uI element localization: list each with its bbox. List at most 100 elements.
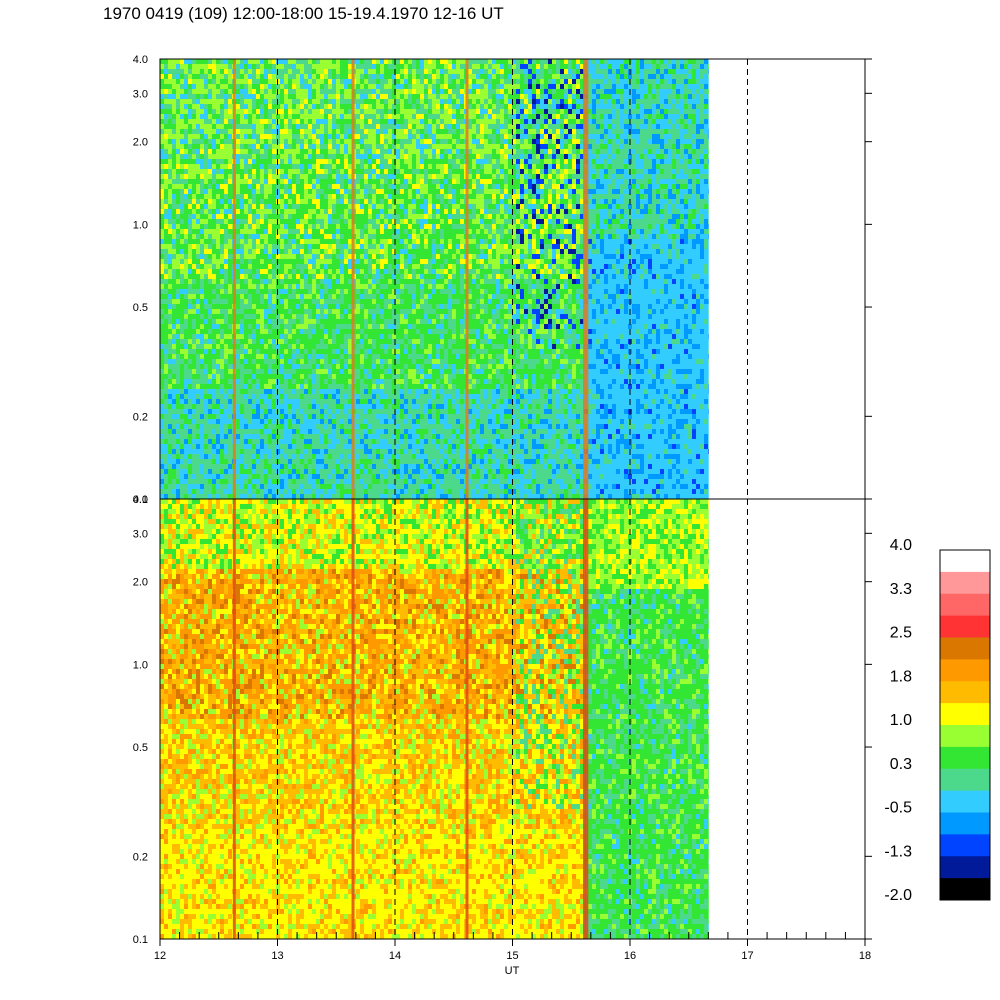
heat-cell (284, 319, 288, 324)
heat-cell (308, 199, 312, 204)
heat-cell (364, 339, 368, 344)
heat-cell (244, 329, 248, 334)
heat-cell (196, 214, 200, 219)
heat-cell (268, 204, 272, 209)
heat-cell (188, 94, 192, 99)
heat-cell (288, 194, 292, 199)
heat-cell (160, 244, 164, 249)
heat-cell (316, 284, 320, 289)
heat-cell (248, 219, 252, 224)
heat-cell (264, 469, 268, 474)
heat-cell (204, 84, 208, 89)
heat-cell (168, 89, 172, 94)
heat-cell (356, 404, 360, 409)
heat-cell (328, 194, 332, 199)
heat-cell (252, 374, 256, 379)
heat-cell (340, 269, 344, 274)
heat-cell (384, 199, 388, 204)
heat-cell (384, 304, 388, 309)
heat-cell (208, 134, 212, 139)
heat-cell (164, 449, 168, 454)
heat-cell (180, 64, 184, 69)
heat-cell (336, 344, 340, 349)
heat-cell (180, 494, 184, 499)
heat-cell (332, 244, 336, 249)
heat-cell (356, 444, 360, 449)
heat-cell (260, 329, 264, 334)
heat-cell (292, 244, 296, 249)
heat-cell (216, 344, 220, 349)
heat-cell (368, 179, 372, 184)
heat-cell (296, 139, 300, 144)
heat-cell (312, 434, 316, 439)
heat-cell (368, 494, 372, 499)
heat-cell (212, 264, 216, 269)
heat-cell (356, 274, 360, 279)
heat-cell (188, 99, 192, 104)
heat-cell (360, 79, 364, 84)
heat-cell (316, 329, 320, 334)
heat-cell (380, 339, 384, 344)
heat-cell (240, 169, 244, 174)
heat-cell (288, 434, 292, 439)
heat-cell (356, 104, 360, 109)
heat-cell (356, 204, 360, 209)
heat-cell (344, 204, 348, 209)
heat-cell (308, 389, 312, 394)
heat-cell (280, 144, 284, 149)
heat-cell (196, 419, 200, 424)
heat-cell (384, 129, 388, 134)
heat-cell (284, 209, 288, 214)
heat-cell (364, 334, 368, 339)
heat-cell (292, 414, 296, 419)
heat-cell (236, 154, 240, 159)
heat-cell (212, 474, 216, 479)
heat-cell (320, 164, 324, 169)
heat-cell (304, 414, 308, 419)
heat-cell (264, 439, 268, 444)
heat-cell (160, 324, 164, 329)
heat-cell (236, 119, 240, 124)
heat-cell (268, 299, 272, 304)
heat-cell (188, 494, 192, 499)
heat-cell (240, 194, 244, 199)
heat-cell (256, 104, 260, 109)
heat-cell (272, 259, 276, 264)
heat-cell (216, 109, 220, 114)
heat-cell (268, 154, 272, 159)
heat-cell (176, 239, 180, 244)
heat-cell (276, 454, 280, 459)
heat-cell (264, 254, 268, 259)
heat-cell (160, 159, 164, 164)
heat-cell (216, 234, 220, 239)
heat-cell (272, 319, 276, 324)
heat-cell (172, 289, 176, 294)
heat-cell (336, 484, 340, 489)
heat-cell (220, 159, 224, 164)
heat-cell (292, 169, 296, 174)
heat-cell (384, 119, 388, 124)
heat-cell (356, 149, 360, 154)
heat-cell (240, 119, 244, 124)
heat-cell (216, 314, 220, 319)
heat-cell (184, 409, 188, 414)
heat-cell (272, 129, 276, 134)
heat-cell (268, 119, 272, 124)
heat-cell (172, 229, 176, 234)
heat-cell (244, 139, 248, 144)
heat-cell (336, 304, 340, 309)
heat-cell (260, 404, 264, 409)
heat-cell (372, 404, 376, 409)
heat-cell (260, 459, 264, 464)
heat-cell (312, 304, 316, 309)
heat-cell (164, 274, 168, 279)
heat-cell (184, 269, 188, 274)
heat-cell (296, 84, 300, 89)
heat-cell (280, 444, 284, 449)
heat-cell (204, 264, 208, 269)
heat-cell (196, 164, 200, 169)
heat-cell (376, 84, 380, 89)
heat-cell (272, 124, 276, 129)
heat-cell (212, 124, 216, 129)
heat-cell (200, 429, 204, 434)
